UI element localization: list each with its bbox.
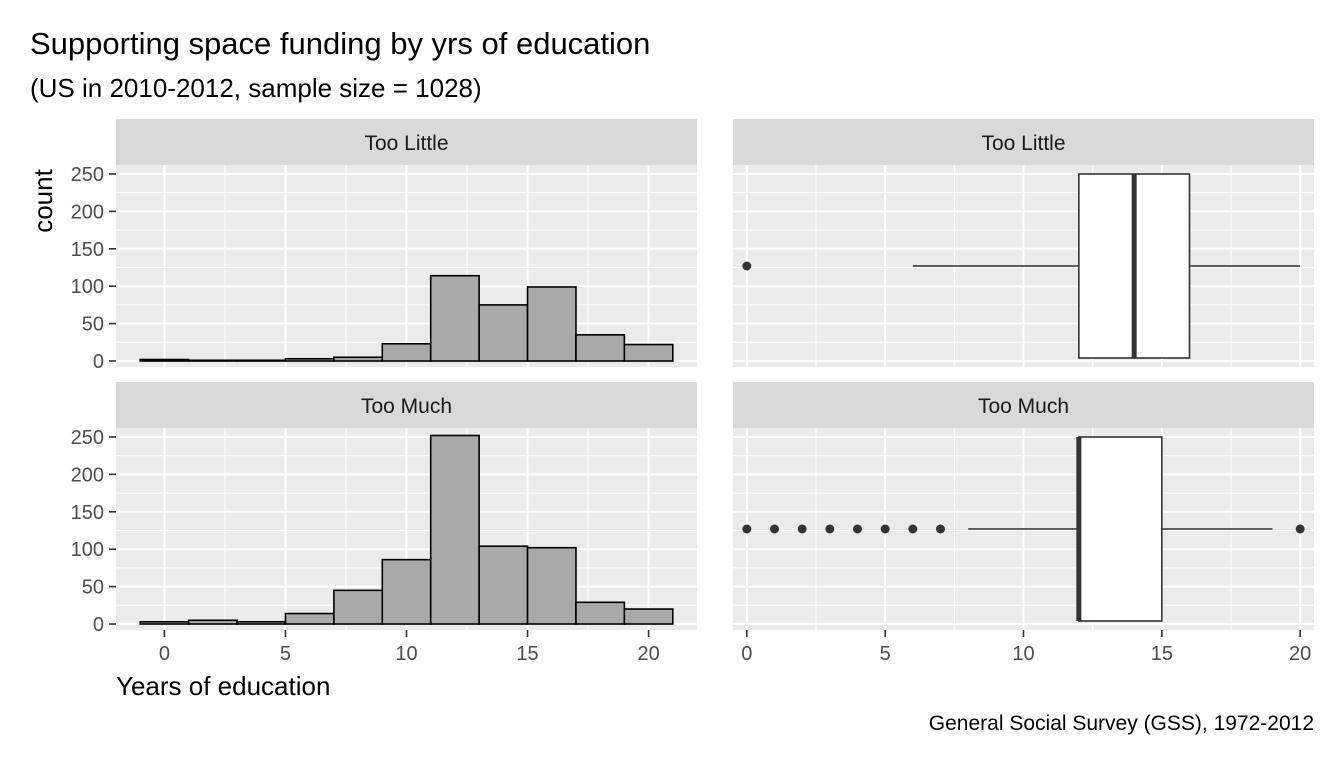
x-tick-label: 10 [1012, 643, 1034, 665]
histogram-bar [429, 274, 480, 362]
histogram-bar [381, 558, 432, 625]
strip-label: Too Little [981, 132, 1065, 155]
x-tick-label: 10 [395, 643, 417, 665]
boxplot [742, 436, 1305, 622]
outlier-point [742, 261, 752, 271]
histogram-bar [575, 334, 626, 362]
histogram-bar [284, 612, 335, 625]
histogram-bar [333, 356, 384, 362]
box-facet-too-much: Too Much 0 5 10 15 20 [733, 382, 1314, 665]
outlier-point [936, 524, 945, 534]
x-tick-label: 20 [1289, 643, 1311, 665]
histogram-bar [623, 343, 674, 362]
histogram-bar [526, 546, 577, 625]
y-tick-label: 0 [93, 351, 104, 373]
outlier-point [1295, 524, 1305, 534]
histogram-bar [139, 620, 190, 625]
histogram-bar [429, 434, 480, 625]
x-tick-label: 0 [741, 643, 752, 665]
histogram-bar [575, 601, 626, 625]
outlier-point [797, 524, 807, 534]
histogram-bar [236, 620, 287, 625]
histogram-bar [478, 545, 529, 625]
y-tick-label: 100 [71, 539, 104, 561]
x-axis-title: Years of education [116, 671, 330, 701]
histogram-bar [284, 357, 335, 362]
y-tick-label: 200 [71, 201, 104, 223]
hist-facet-too-little: Too Little 0 50 100 150 200 250 [71, 119, 697, 373]
hist-facet-too-much: Too Much 0 50 100 150 200 250 0 5 10 15 20 [71, 382, 697, 665]
y-axis: 0 50 100 150 200 250 [71, 164, 116, 373]
histogram-bar [526, 286, 577, 362]
x-tick-label: 15 [516, 643, 538, 665]
strip-label: Too Little [364, 132, 448, 155]
box-facet-too-little: Too Little [733, 119, 1314, 367]
histogram-bar [187, 359, 238, 362]
y-tick-label: 100 [71, 276, 104, 298]
strip-background [116, 382, 697, 428]
histogram-bar [381, 343, 432, 362]
strip-background [116, 119, 697, 165]
outlier-point [742, 524, 752, 534]
histogram-bar [139, 358, 190, 362]
y-tick-label: 150 [71, 239, 104, 261]
chart-caption: General Social Survey (GSS), 1972-2012 [928, 712, 1314, 735]
y-tick-label: 150 [71, 502, 104, 524]
y-tick-label: 200 [71, 464, 104, 486]
x-tick-label: 0 [159, 643, 170, 665]
x-tick-label: 15 [1151, 643, 1173, 665]
strip-background [733, 382, 1314, 428]
histogram-bar [187, 619, 238, 625]
x-axis: 0 5 10 15 20 [159, 630, 660, 665]
strip-label: Too Much [361, 395, 452, 418]
iqr-box [1078, 436, 1163, 622]
y-tick-label: 50 [82, 314, 104, 336]
outlier-point [825, 524, 835, 534]
outlier-point [880, 524, 890, 534]
strip-background [733, 119, 1314, 165]
outlier-point [908, 524, 918, 534]
y-axis: 0 50 100 150 200 250 [71, 427, 116, 636]
y-tick-label: 250 [71, 427, 104, 449]
histogram-bar [623, 608, 674, 625]
chart-title: Supporting space funding by yrs of educa… [30, 26, 651, 61]
chart-subtitle: (US in 2010-2012, sample size = 1028) [30, 73, 482, 103]
y-tick-label: 250 [71, 164, 104, 186]
x-axis: 0 5 10 15 20 [741, 630, 1311, 665]
x-tick-label: 5 [880, 643, 891, 665]
outlier-point [770, 524, 779, 534]
histogram-bar [333, 589, 384, 625]
y-tick-label: 50 [82, 577, 104, 599]
outlier-point [853, 524, 862, 534]
histogram-bar [236, 359, 287, 362]
x-tick-label: 20 [637, 643, 659, 665]
x-tick-label: 5 [280, 643, 291, 665]
histogram-bars [139, 274, 674, 362]
histogram-bar [478, 304, 529, 362]
y-axis-title: count [28, 168, 58, 232]
strip-label: Too Much [978, 395, 1069, 418]
y-tick-label: 0 [93, 614, 104, 636]
boxplot [742, 173, 1301, 359]
histogram-bars [139, 434, 674, 625]
